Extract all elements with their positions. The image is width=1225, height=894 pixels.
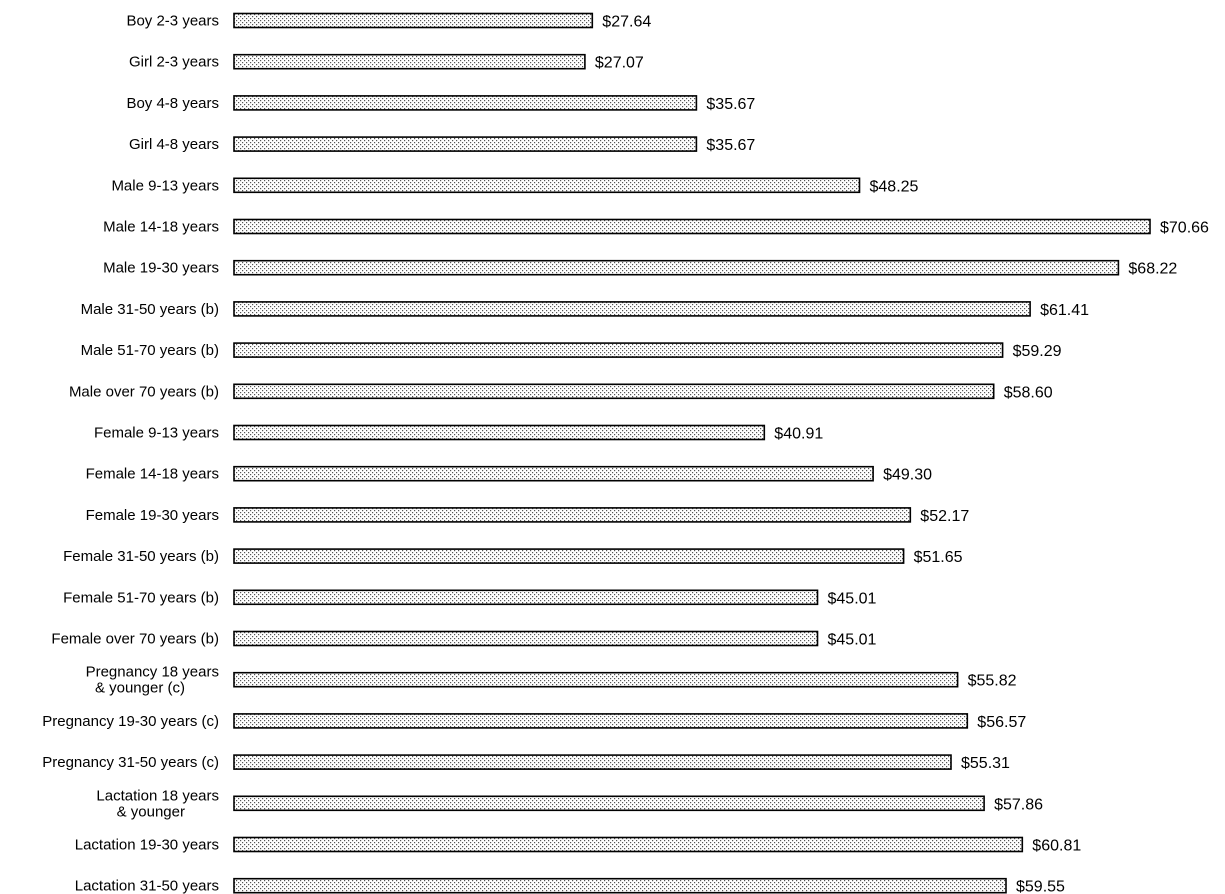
value-label: $51.65 xyxy=(914,549,963,566)
bar xyxy=(233,671,959,688)
bar xyxy=(233,507,912,523)
category-label: Girl 4-8 years xyxy=(129,136,219,153)
category-label: Female 31-50 years (b) xyxy=(63,548,219,565)
value-label: $60.81 xyxy=(1032,838,1081,855)
category-labels: Boy 2-3 years Girl 2-3 years Boy 4-8 years… xyxy=(42,13,219,894)
bar xyxy=(233,424,766,441)
category-label: Boy 4-8 years xyxy=(126,95,219,112)
category-label: Male 14-18 years xyxy=(103,219,219,236)
bar xyxy=(233,177,861,194)
category-label: Female 14-18 years xyxy=(86,466,219,483)
value-label: $40.91 xyxy=(774,426,823,443)
category-label: Male 31-50 years (b) xyxy=(81,301,219,318)
value-label: $56.57 xyxy=(977,714,1026,731)
value-label: $49.30 xyxy=(883,467,932,484)
bar xyxy=(233,795,985,812)
category-label: Male 51-70 years (b) xyxy=(81,342,219,359)
value-label: $55.82 xyxy=(968,673,1017,690)
value-label: $57.86 xyxy=(994,796,1043,813)
category-label: Lactation 18 years & younger xyxy=(96,787,219,820)
bar xyxy=(233,548,905,564)
bar xyxy=(233,754,952,770)
value-label: $35.67 xyxy=(706,137,755,154)
category-label: Male 9-13 years xyxy=(111,177,219,194)
value-labels: $27.64 $27.07 $35.67 $35.67 $48.25 $70.66 $68.… xyxy=(595,14,1209,894)
value-label: $70.66 xyxy=(1160,220,1209,237)
bar xyxy=(233,877,1007,894)
category-label: Female 51-70 years (b) xyxy=(63,589,219,606)
category-label: Male over 70 years (b) xyxy=(69,383,219,400)
value-label: $59.55 xyxy=(1016,879,1065,894)
category-label: Girl 2-3 years xyxy=(129,54,219,71)
category-label: Lactation 31-50 years xyxy=(75,878,219,894)
value-label: $27.64 xyxy=(602,14,651,31)
bar xyxy=(233,301,1031,317)
category-label: Boy 2-3 years xyxy=(126,13,219,30)
value-label: $45.01 xyxy=(828,590,877,607)
bar xyxy=(233,12,594,29)
category-label: Lactation 19-30 years xyxy=(75,837,219,854)
value-label: $68.22 xyxy=(1128,261,1177,278)
category-label: Pregnancy 18 years & younger (c) xyxy=(86,664,219,697)
category-label: Female 9-13 years xyxy=(94,425,219,442)
bars-layer xyxy=(233,12,1151,894)
bar xyxy=(233,630,819,647)
value-label: $59.29 xyxy=(1013,343,1062,360)
bar xyxy=(233,383,995,400)
category-label: Female 19-30 years xyxy=(86,507,219,524)
value-label: $45.01 xyxy=(828,632,877,649)
bar xyxy=(233,53,586,70)
bar xyxy=(233,589,819,606)
category-label: Female over 70 years (b) xyxy=(51,631,219,648)
bar xyxy=(233,259,1120,276)
bar xyxy=(233,836,1024,853)
value-label: $48.25 xyxy=(870,178,919,195)
bar xyxy=(233,713,969,729)
value-label: $55.31 xyxy=(961,755,1010,772)
bar xyxy=(233,218,1151,235)
bar xyxy=(233,95,698,111)
bar xyxy=(233,136,698,152)
value-label: $35.67 xyxy=(706,96,755,113)
value-label: $27.07 xyxy=(595,55,644,72)
value-label: $58.60 xyxy=(1004,384,1053,401)
category-label: Pregnancy 19-30 years (c) xyxy=(42,713,219,730)
value-label: $52.17 xyxy=(920,508,969,525)
value-label: $61.41 xyxy=(1040,302,1089,319)
bar xyxy=(233,465,874,482)
category-label: Male 19-30 years xyxy=(103,260,219,277)
category-label: Pregnancy 31-50 years (c) xyxy=(42,754,219,771)
bar xyxy=(233,342,1004,358)
